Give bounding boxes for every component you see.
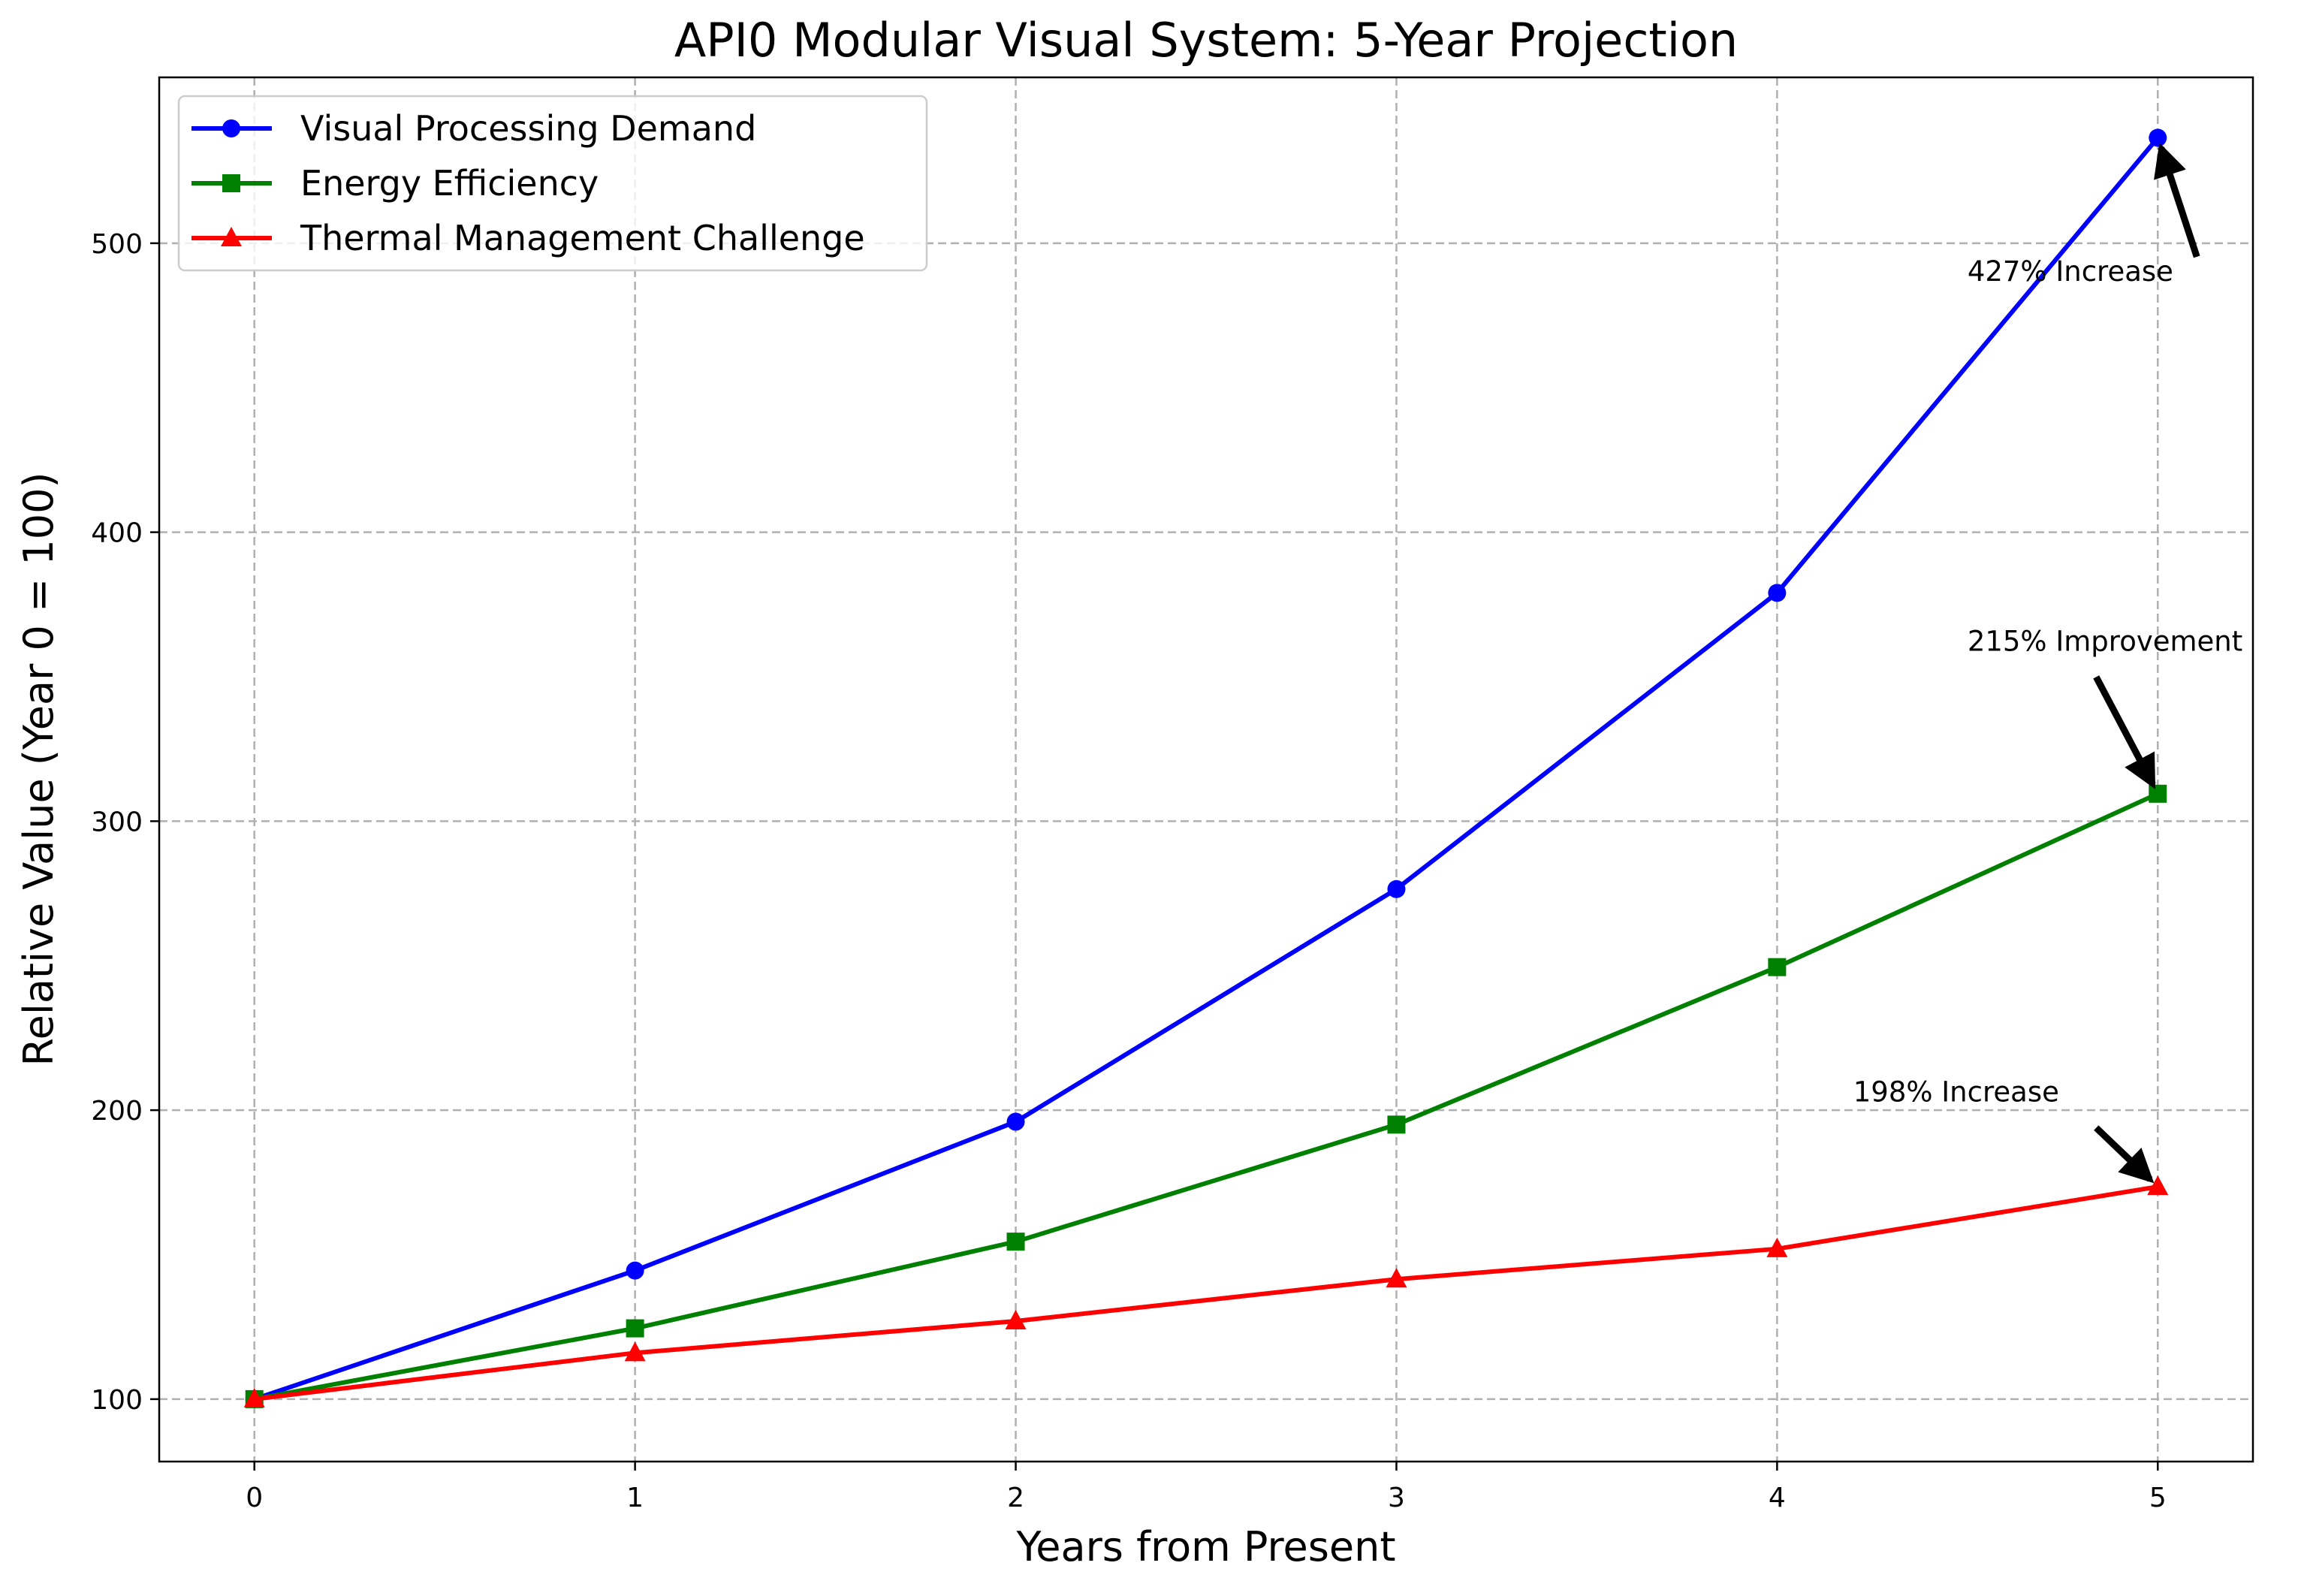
data-point [2149, 784, 2167, 803]
legend-item: Thermal Management Challenge [191, 218, 865, 258]
grid-lines [159, 77, 2253, 1462]
y-tick-label: 500 [91, 229, 143, 260]
series-line [253, 136, 2160, 1401]
data-point [1006, 1112, 1025, 1131]
series-group [243, 128, 2169, 1408]
legend-label: Visual Processing Demand [300, 108, 756, 149]
data-point [2147, 1175, 2169, 1196]
data-point [626, 1261, 644, 1280]
data-point [2149, 128, 2167, 147]
legend-item: Visual Processing Demand [191, 108, 756, 149]
y-tick-label: 200 [91, 1096, 143, 1127]
legend-swatch-marker [222, 119, 240, 137]
y-axis-label: Relative Value (Year 0 = 100) [15, 472, 62, 1066]
x-tick-label: 0 [246, 1483, 263, 1513]
legend-swatch-marker [222, 174, 240, 192]
y-axis: 100 200 300 400 500 [91, 229, 159, 1416]
x-tick-label: 2 [1007, 1483, 1024, 1513]
x-tick-label: 4 [1769, 1483, 1786, 1513]
legend-swatch-marker [221, 227, 242, 246]
y-tick-label: 100 [91, 1385, 143, 1416]
legend-box [177, 95, 928, 272]
data-point [1387, 1115, 1406, 1134]
annotation-arrow [2093, 675, 2156, 789]
plot-frame [158, 76, 2254, 1463]
data-point [624, 1341, 646, 1362]
data-point [1386, 1268, 1407, 1288]
legend-item: Energy Efficiency [191, 163, 599, 204]
series-line [254, 1184, 2158, 1401]
annotation-label: 427% Increase [1968, 255, 2173, 288]
legend: Visual Processing Demand Energy Efficienc… [177, 95, 928, 272]
x-tick-label: 3 [1388, 1483, 1405, 1513]
chart-title: API0 Modular Visual System: 5-Year Proje… [674, 13, 1738, 68]
x-axis-label: Years from Present [1015, 1523, 1395, 1570]
series-visual-processing-demand [245, 128, 2167, 1408]
annotations-group: 427% Increase 215% Improvement 198% Increa… [1853, 142, 2242, 1184]
data-point [1766, 1237, 1788, 1257]
x-tick-label: 1 [626, 1483, 644, 1513]
data-point [1768, 958, 1787, 976]
data-point [1768, 584, 1787, 602]
series-thermal-management-challenge [243, 1175, 2169, 1407]
x-axis: 0 1 2 3 4 5 [246, 1462, 2167, 1513]
legend-label: Thermal Management Challenge [300, 218, 865, 258]
y-tick-label: 300 [91, 807, 143, 837]
series-line [254, 792, 2159, 1401]
y-tick-label: 400 [91, 518, 143, 549]
annotation-label: 198% Increase [1853, 1076, 2059, 1109]
annotation-arrow [2154, 142, 2200, 258]
annotation-arrow [2094, 1125, 2155, 1184]
x-tick-label: 5 [2149, 1483, 2167, 1513]
data-point [1387, 879, 1406, 898]
legend-label: Energy Efficiency [300, 163, 599, 204]
data-point [243, 1387, 265, 1407]
data-point [626, 1319, 644, 1338]
data-point [1006, 1232, 1025, 1251]
annotation-label: 215% Improvement [1968, 625, 2242, 657]
data-point [1005, 1310, 1027, 1330]
